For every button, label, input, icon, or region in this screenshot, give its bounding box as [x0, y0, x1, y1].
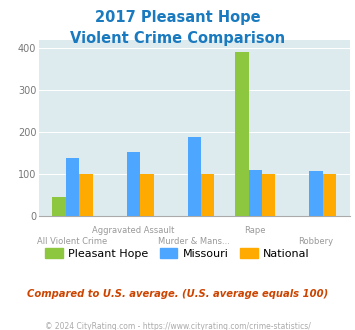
Bar — [188, 137, 201, 216]
Bar — [248, 170, 262, 216]
Bar — [140, 174, 154, 216]
Text: © 2024 CityRating.com - https://www.cityrating.com/crime-statistics/: © 2024 CityRating.com - https://www.city… — [45, 322, 310, 330]
Bar — [53, 197, 66, 216]
Bar — [235, 52, 248, 216]
Text: Violent Crime Comparison: Violent Crime Comparison — [70, 31, 285, 46]
Bar — [323, 174, 336, 216]
Legend: Pleasant Hope, Missouri, National: Pleasant Hope, Missouri, National — [40, 244, 315, 263]
Bar — [79, 174, 93, 216]
Bar — [310, 171, 323, 216]
Bar — [262, 174, 275, 216]
Text: Aggravated Assault: Aggravated Assault — [92, 226, 175, 235]
Text: 2017 Pleasant Hope: 2017 Pleasant Hope — [95, 10, 260, 25]
Bar — [127, 152, 140, 216]
Bar — [201, 174, 214, 216]
Bar — [66, 158, 79, 216]
Text: Compared to U.S. average. (U.S. average equals 100): Compared to U.S. average. (U.S. average … — [27, 289, 328, 299]
Text: Rape: Rape — [245, 226, 266, 235]
Text: Robbery: Robbery — [299, 237, 334, 246]
Text: Murder & Mans...: Murder & Mans... — [158, 237, 230, 246]
Text: All Violent Crime: All Violent Crime — [37, 237, 108, 246]
